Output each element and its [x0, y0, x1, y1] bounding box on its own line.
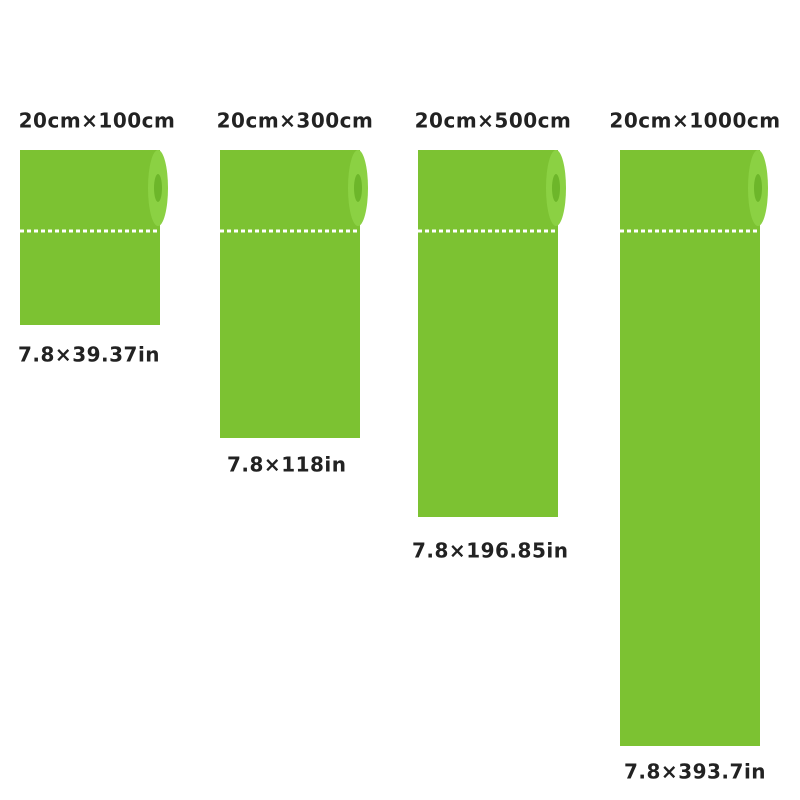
size-in-label: 7.8×39.37in	[18, 343, 160, 367]
size-in-label: 7.8×118in	[227, 453, 347, 477]
size-cm-label: 20cm×500cm	[415, 109, 572, 133]
size-cm-label: 20cm×1000cm	[609, 109, 780, 133]
size-cm-label: 20cm×100cm	[19, 109, 176, 133]
roll	[20, 150, 168, 325]
size-cm-label: 20cm×300cm	[217, 109, 374, 133]
size-in-label: 7.8×196.85in	[412, 539, 568, 563]
roll	[418, 150, 566, 517]
size-in-label: 7.8×393.7in	[624, 760, 766, 784]
roll	[220, 150, 368, 438]
roll	[620, 150, 768, 746]
